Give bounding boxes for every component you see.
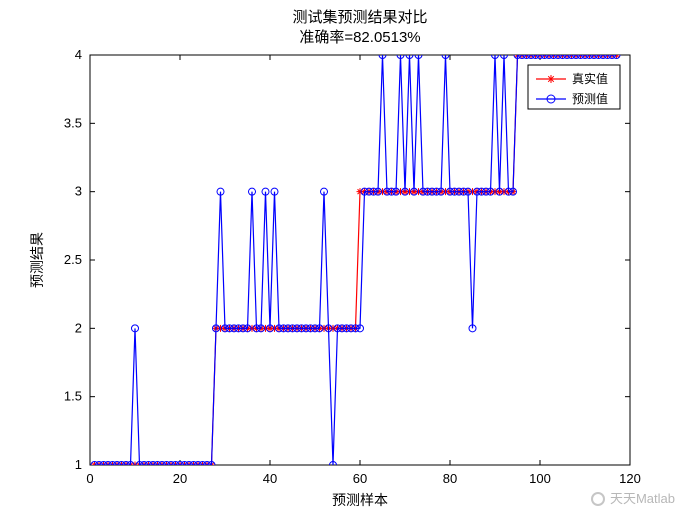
- y-tick-label: 1.5: [64, 389, 82, 404]
- y-tick-label: 3: [75, 184, 82, 199]
- y-axis-label: 预测结果: [29, 232, 45, 288]
- prediction-chart: 0 20 40 60 80 100 120 1 1.5 2 2.5 3 3.5 4 测试集预测结果对比准确率…: [0, 0, 700, 525]
- legend-label: 预测值: [572, 91, 608, 106]
- watermark-text: 天天Matlab: [610, 491, 675, 506]
- x-tick-label: 40: [263, 471, 277, 486]
- series-line: [95, 55, 617, 465]
- y-tick-label: 1: [75, 457, 82, 472]
- x-tick-label: 120: [619, 471, 641, 486]
- x-tick-label: 60: [353, 471, 367, 486]
- x-axis-label: 预测样本: [332, 492, 388, 508]
- legend-label: 真实值: [572, 71, 608, 86]
- y-tick-label: 3.5: [64, 115, 82, 130]
- y-tick-label: 2: [75, 320, 82, 335]
- watermark: 天天Matlab: [591, 488, 675, 507]
- x-tick-label: 80: [443, 471, 457, 486]
- x-tick-label: 0: [86, 471, 93, 486]
- chart-title-2: 准确率=82.0513%: [299, 29, 420, 46]
- plot-area: [90, 55, 630, 465]
- y-tick-label: 4: [75, 47, 82, 62]
- x-tick-label: 20: [173, 471, 187, 486]
- series-line: [95, 55, 617, 465]
- x-tick-label: 100: [529, 471, 551, 486]
- chart-title-1: 测试集预测结果对比: [292, 9, 427, 26]
- y-tick-label: 2.5: [64, 252, 82, 267]
